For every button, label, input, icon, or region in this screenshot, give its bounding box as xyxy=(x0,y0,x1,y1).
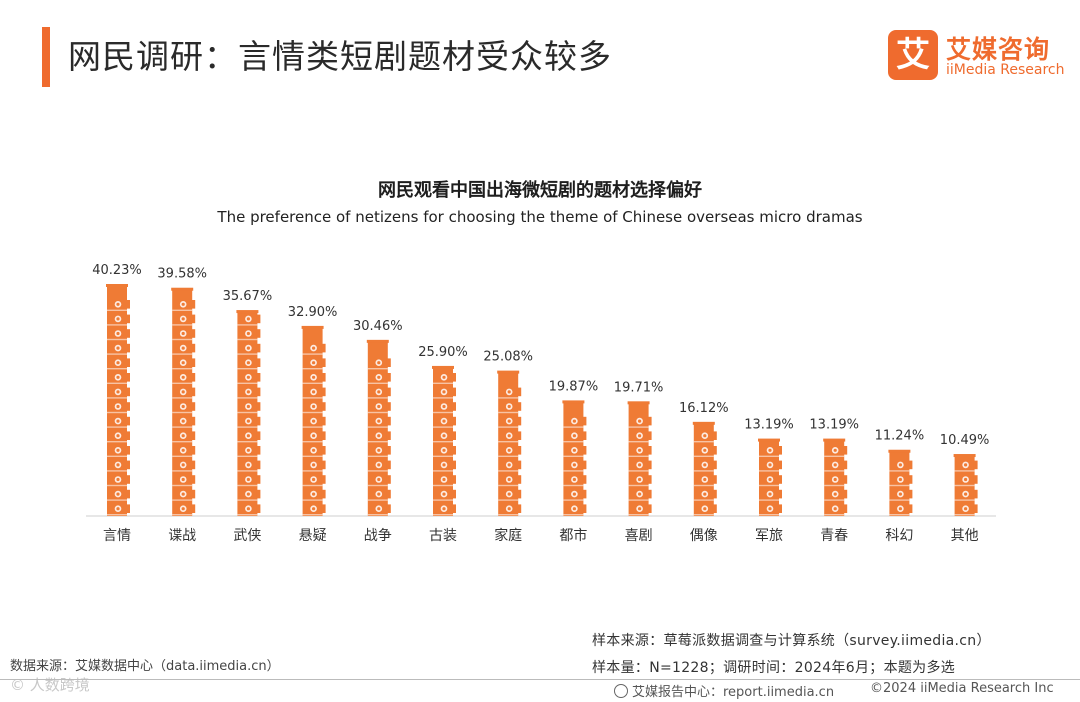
sample-source: 样本来源：草莓派数据调查与计算系统（survey.iimedia.cn） xyxy=(592,633,991,649)
logo-english-name: iiMedia Research xyxy=(946,62,1065,78)
value-label: 19.71% xyxy=(614,380,664,395)
report-center-text: 艾媒报告中心：report.iimedia.cn xyxy=(632,685,835,700)
category-label: 武侠 xyxy=(233,528,261,544)
data-source: 数据来源：艾媒数据中心（data.iimedia.cn） xyxy=(10,659,280,674)
bar-言情 xyxy=(106,284,130,516)
bar-都市 xyxy=(562,400,587,516)
category-label: 其他 xyxy=(951,528,979,544)
iimedia-logo: 艾 艾媒咨询 iiMedia Research xyxy=(888,28,1068,84)
value-label: 10.49% xyxy=(940,433,990,448)
footer-divider xyxy=(0,679,1080,680)
value-label: 35.67% xyxy=(223,289,273,304)
value-label: 40.23% xyxy=(92,263,142,278)
category-label: 家庭 xyxy=(494,527,522,544)
bar-chart: 40.23% 言情 39.58% 谍战 35.67% 武侠 32.90% 悬疑 30.46% 战争… xyxy=(86,263,996,544)
logo-chinese-name: 艾媒咨询 xyxy=(946,35,1051,64)
title-accent-bar xyxy=(42,27,50,87)
report-center: 艾媒报告中心：report.iimedia.cn xyxy=(614,681,834,700)
bar-战争 xyxy=(366,339,391,516)
bar-军旅 xyxy=(758,438,782,516)
value-label: 16.12% xyxy=(679,401,729,416)
bar-喜剧 xyxy=(627,401,652,516)
chart-subtitle: The preference of netizens for choosing … xyxy=(217,208,863,226)
bar-武侠 xyxy=(236,310,261,516)
bar-其他 xyxy=(953,454,978,516)
logo-mark-icon: 艾 xyxy=(888,30,938,80)
page-title: 网民调研：言情类短剧题材受众较多 xyxy=(68,37,612,76)
watermark: © 人数跨境 xyxy=(10,676,90,694)
chart-title: 网民观看中国出海微短剧的题材选择偏好 xyxy=(378,180,702,201)
category-label: 青春 xyxy=(820,528,848,544)
bar-悬疑 xyxy=(301,325,326,516)
category-label: 军旅 xyxy=(755,528,783,544)
category-label: 言情 xyxy=(103,528,131,544)
category-label: 都市 xyxy=(559,527,587,544)
value-label: 39.58% xyxy=(157,267,207,282)
category-label: 战争 xyxy=(364,528,392,544)
value-label: 25.90% xyxy=(418,345,468,360)
globe-icon xyxy=(614,684,628,698)
category-label: 科幻 xyxy=(885,528,913,544)
value-label: 19.87% xyxy=(549,379,599,394)
value-label: 13.19% xyxy=(809,418,859,433)
value-label: 25.08% xyxy=(483,350,533,365)
value-label: 30.46% xyxy=(353,319,403,334)
bar-古装 xyxy=(432,365,456,516)
bar-偶像 xyxy=(692,421,717,516)
category-label: 喜剧 xyxy=(625,528,653,544)
value-label: 11.24% xyxy=(875,429,925,444)
value-label: 13.19% xyxy=(744,418,794,433)
category-label: 悬疑 xyxy=(299,528,327,544)
value-label: 32.90% xyxy=(288,305,338,320)
bar-谍战 xyxy=(171,287,196,516)
copyright: ©2024 iiMedia Research Inc xyxy=(870,681,1054,696)
bar-科幻 xyxy=(888,449,913,516)
category-label: 偶像 xyxy=(690,528,718,544)
sample-info: 样本量：N=1228；调研时间：2024年6月；本题为多选 xyxy=(592,660,956,676)
bar-青春 xyxy=(823,438,848,516)
bar-家庭 xyxy=(497,370,522,516)
category-label: 古装 xyxy=(429,528,457,544)
category-label: 谍战 xyxy=(168,528,196,544)
